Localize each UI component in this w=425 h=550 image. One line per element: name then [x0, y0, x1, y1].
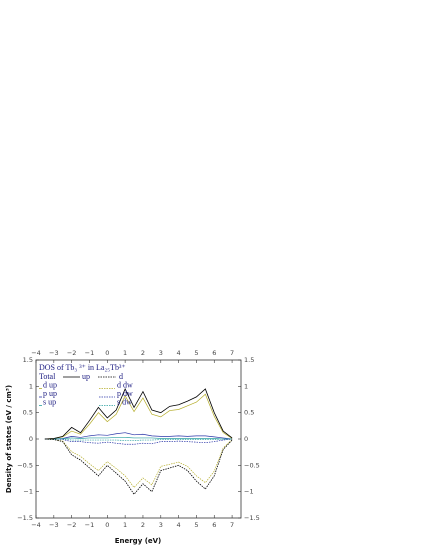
x-tick-label: −2 — [67, 349, 77, 357]
plot-frame — [35, 359, 242, 519]
x-tick-label: 7 — [230, 349, 234, 357]
y-tick-label: 1.5 — [23, 356, 33, 364]
y-tick-label: 0 — [244, 435, 248, 443]
x-tick-label: 2 — [141, 349, 145, 357]
y-tick-label: 0 — [29, 435, 33, 443]
line-series — [44, 437, 233, 440]
y-tick-label: 0.5 — [244, 409, 254, 417]
y-tick-label: −0.5 — [244, 461, 260, 469]
x-tick-label: −3 — [49, 521, 59, 529]
x-tick-label: 1 — [123, 349, 127, 357]
x-tick-label: −2 — [67, 521, 77, 529]
y-tick-label: 1.5 — [244, 356, 254, 364]
x-tick-label: 4 — [177, 349, 181, 357]
legend-header: d — [119, 372, 123, 381]
x-tick-label: 4 — [177, 521, 181, 529]
legend-header: Total — [39, 372, 56, 381]
legend-label: p dw — [117, 389, 133, 398]
x-tick-label: 3 — [159, 349, 163, 357]
y-tick-label: −1 — [244, 488, 254, 496]
line-series — [44, 438, 233, 441]
x-tick-label: 7 — [230, 521, 234, 529]
x-axis-label: Energy (eV) — [115, 537, 162, 545]
legend-label: d up — [43, 380, 57, 389]
y-tick-label: 1 — [244, 382, 248, 390]
x-tick-label: 6 — [212, 521, 216, 529]
x-tick-label: −1 — [85, 521, 95, 529]
legend-label: p up — [43, 389, 57, 398]
x-tick-label: −3 — [49, 349, 59, 357]
x-tick-label: 0 — [105, 521, 109, 529]
line-series — [44, 432, 233, 440]
y-tick-label: −1.5 — [244, 514, 260, 522]
y-tick-label: −1.5 — [17, 514, 33, 522]
y-tick-label: 0.5 — [23, 409, 33, 417]
x-tick-label: 1 — [123, 521, 127, 529]
y-axis-label: Density of states (eV / cm³) — [5, 385, 13, 493]
x-tick-label: −4 — [31, 521, 41, 529]
x-tick-label: 3 — [159, 521, 163, 529]
line-series — [44, 438, 233, 445]
y-tick-label: 1 — [29, 382, 33, 390]
legend-header: up — [82, 372, 90, 381]
legend-label: d dw — [117, 380, 133, 389]
legend-label: s dw — [117, 397, 132, 406]
y-tick-label: −1 — [23, 488, 33, 496]
line-series — [44, 393, 233, 440]
chart-title: DOS of Tb₃ ³⁺ in La₂₅Tb³⁺ — [39, 363, 126, 372]
line-series — [44, 438, 233, 488]
x-tick-label: 2 — [141, 521, 145, 529]
line-series — [44, 438, 233, 495]
y-tick-label: −0.5 — [17, 461, 33, 469]
x-tick-label: −1 — [85, 349, 95, 357]
x-tick-label: −4 — [31, 349, 41, 357]
x-tick-label: 0 — [105, 349, 109, 357]
x-tick-label: 6 — [212, 349, 216, 357]
line-series — [44, 388, 233, 440]
x-tick-label: 5 — [194, 521, 198, 529]
x-tick-label: 5 — [194, 349, 198, 357]
legend-label: s up — [43, 397, 56, 406]
